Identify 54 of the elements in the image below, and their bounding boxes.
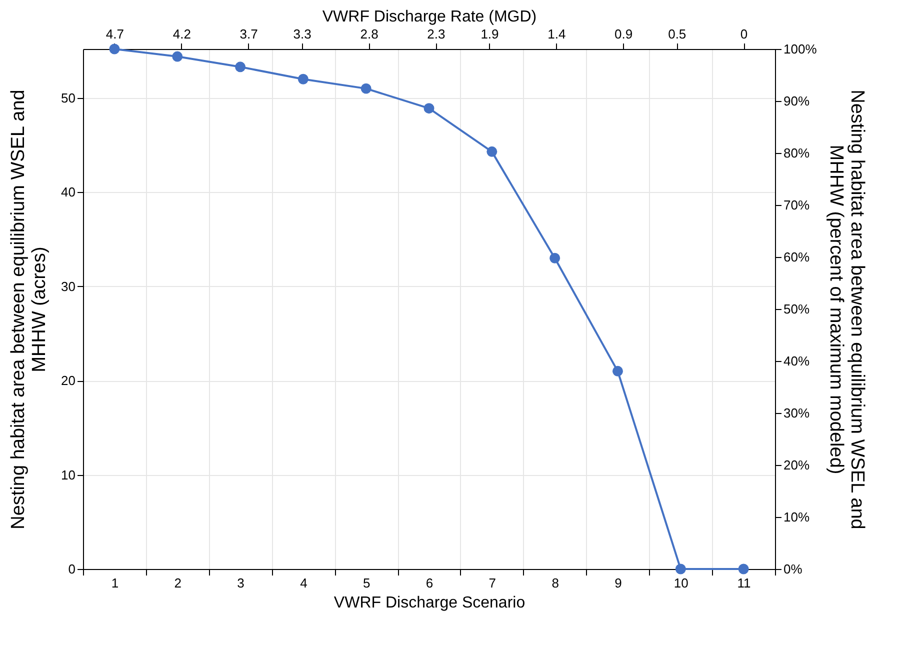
y2-tick-label: 100% (784, 42, 818, 56)
y2-tick-label: 90% (784, 94, 810, 108)
x2-tick-label: 4.2 (172, 26, 191, 42)
y-tick-label: 30 (61, 278, 76, 294)
y2-tick-label: 0% (784, 562, 803, 576)
y2-axis-title: Nesting habitat area between equilibrium WSEL and MHHW (percent of maximum modeled) (826, 90, 868, 530)
x-tick-label: 5 (362, 576, 370, 590)
x-tick-label: 1 (111, 576, 119, 590)
x2-tick-label: 0.5 (668, 26, 686, 42)
point (360, 83, 372, 94)
y-tick-label: 0 (68, 562, 76, 576)
y2-tick-label: 50% (784, 302, 810, 316)
x-tick-label: 6 (426, 576, 434, 590)
point (235, 62, 246, 72)
y2-tick-label: 80% (784, 146, 810, 160)
point (675, 564, 686, 574)
x2-tick-label: 0.9 (614, 26, 633, 42)
x-tick-label: 2 (174, 576, 182, 590)
point (172, 51, 183, 62)
y2-tick-label: 70% (784, 198, 810, 212)
point (486, 146, 498, 157)
y-tick-label: 50 (61, 90, 76, 106)
x2-tick-label: 0 (740, 26, 748, 42)
y2-tick-label: 30% (784, 406, 810, 420)
y-tick-label: 20 (61, 373, 76, 388)
y2-tick-label: 20% (784, 458, 810, 472)
x2-tick-label: 4.7 (106, 26, 124, 42)
point (738, 564, 749, 574)
y2-tick-label: 10% (784, 510, 810, 524)
x2-tick-label: 3.7 (240, 26, 258, 42)
x-tick-label: 8 (552, 576, 559, 590)
y-axis-title: Nesting habitat area between equilibrium WSEL and MHHW (acres) (8, 90, 50, 530)
point (109, 44, 120, 54)
x2-tick-label: 1.4 (548, 26, 566, 42)
x2-axis-title: VWRF Discharge Rate (MGD) (322, 8, 537, 26)
x2-tick-label: 2.8 (360, 26, 378, 42)
point (298, 74, 308, 84)
point (612, 366, 623, 376)
x-tick-label: 4 (300, 576, 308, 590)
y-tick-label: 40 (61, 184, 76, 200)
point (550, 252, 560, 264)
x-tick-label: 10 (674, 576, 688, 590)
x2-tick-label: 1.9 (480, 26, 499, 42)
y-tick-label: 10 (61, 467, 76, 482)
y2-tick-label: 40% (784, 354, 810, 368)
x-tick-label: 3 (237, 576, 244, 590)
y2-tick-label: 60% (784, 250, 810, 264)
x-tick-label: 11 (737, 576, 751, 590)
x-tick-label: 9 (614, 576, 622, 590)
x-tick-label: 7 (488, 576, 496, 590)
point (424, 103, 434, 114)
x2-tick-label: 3.3 (293, 26, 312, 42)
x-axis-title: VWRF Discharge Scenario (334, 594, 526, 612)
x2-tick-label: 2.3 (427, 26, 446, 42)
